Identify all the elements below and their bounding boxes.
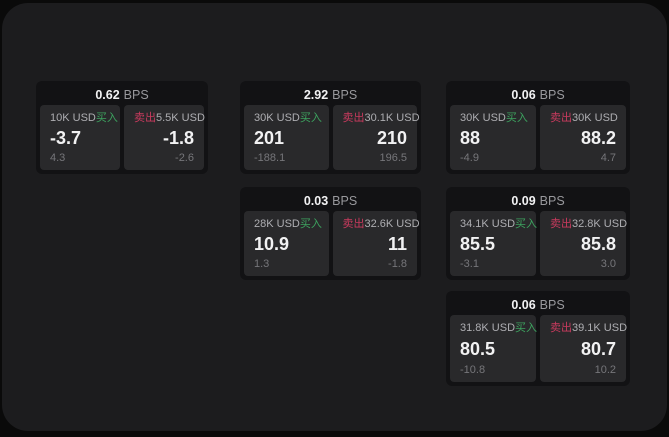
buy-sub-value: -188.1 [254,152,286,164]
quote-card: 0.06 BPS 31.8K USD 买入 80.5 -10.8 卖出 39.1… [446,291,630,386]
sell-price: 11 [387,233,407,254]
buy-amount: 28K USD [254,218,300,230]
quote-card: 0.62 BPS 10K USD 买入 -3.7 4.3 卖出 5.5K USD… [36,81,208,174]
quote-panels: 34.1K USD 买入 85.5 -3.1 卖出 32.8K USD 85.8… [450,211,628,276]
quote-card: 0.03 BPS 28K USD 买入 10.9 1.3 卖出 32.6K US… [240,187,421,280]
buy-sub-value: -10.8 [460,364,486,376]
sell-label: 卖出 [550,218,572,230]
buy-label: 买入 [515,322,538,334]
quote-panels: 10K USD 买入 -3.7 4.3 卖出 5.5K USD -1.8 -2.… [40,105,205,170]
buy-label: 买入 [515,218,538,230]
buy-tile[interactable]: 30K USD 买入 201 -188.1 [244,105,329,170]
buy-label: 买入 [299,112,322,124]
buy-label: 买入 [299,218,322,230]
sell-tile[interactable]: 卖出 30K USD 88.2 4.7 [540,105,626,170]
buy-amount: 30K USD [254,112,300,124]
bps-unit-label: BPS [539,298,565,312]
sell-amount: 5.5K USD [156,112,205,124]
sell-tile[interactable]: 卖出 32.8K USD 85.8 3.0 [540,211,628,276]
sell-amount: 30.1K USD [364,112,420,124]
sell-amount: 32.8K USD [572,218,628,230]
card-header: 2.92 BPS [244,85,417,105]
buy-amount: 31.8K USD [460,322,516,334]
buy-tile[interactable]: 28K USD 买入 10.9 1.3 [244,211,329,276]
bps-value: 2.92 [303,88,329,102]
buy-amount: 30K USD [460,112,506,124]
sell-label: 卖出 [342,112,365,124]
sell-tile[interactable]: 卖出 39.1K USD 80.7 10.2 [540,315,628,382]
bps-value: 0.62 [95,88,120,102]
quote-card: 0.09 BPS 34.1K USD 买入 85.5 -3.1 卖出 32.8K… [446,187,630,280]
sell-amount: 39.1K USD [572,322,628,334]
sell-tile[interactable]: 卖出 5.5K USD -1.8 -2.6 [124,105,205,170]
bps-unit-label: BPS [123,88,149,102]
buy-amount: 10K USD [50,112,96,124]
buy-sub-value: 4.3 [50,152,66,164]
buy-label: 买入 [95,112,118,124]
bps-value: 0.06 [511,298,536,312]
sell-tile[interactable]: 卖出 30.1K USD 210 196.5 [332,105,420,170]
sell-tile[interactable]: 卖出 32.6K USD 11 -1.8 [332,211,420,276]
buy-tile[interactable]: 10K USD 买入 -3.7 4.3 [40,105,120,170]
buy-price: 10.9 [254,233,290,254]
sell-price: 88.2 [580,127,616,148]
buy-tile[interactable]: 30K USD 买入 88 -4.9 [450,105,536,170]
bps-value: 0.03 [303,194,329,208]
sell-sub-value: 10.2 [594,364,616,376]
card-header: 0.06 BPS [450,85,626,105]
card-header: 0.06 BPS [450,295,626,315]
sell-label: 卖出 [550,112,572,124]
card-header: 0.03 BPS [244,191,417,211]
buy-sub-value: -4.9 [460,152,479,164]
sell-amount: 30K USD [572,112,618,124]
quote-card: 0.06 BPS 30K USD 买入 88 -4.9 卖出 30K USD 8… [446,81,630,174]
sell-sub-value: 196.5 [379,152,407,164]
buy-tile[interactable]: 31.8K USD 买入 80.5 -10.8 [450,315,538,382]
bps-value: 0.09 [511,194,536,208]
sell-price: 210 [376,127,407,148]
buy-price: 80.5 [460,338,496,359]
sell-price: 85.8 [580,233,616,254]
buy-sub-value: 1.3 [254,258,270,270]
sell-label: 卖出 [134,112,156,124]
quote-panels: 28K USD 买入 10.9 1.3 卖出 32.6K USD 11 -1.8 [244,211,420,276]
sell-price: -1.8 [162,127,194,148]
buy-tile[interactable]: 34.1K USD 买入 85.5 -3.1 [450,211,538,276]
buy-price: 201 [254,127,285,148]
bps-unit-label: BPS [539,194,565,208]
sell-sub-value: -1.8 [388,258,407,270]
card-header: 0.62 BPS [40,85,204,105]
buy-price: -3.7 [50,127,82,148]
buy-price: 85.5 [460,233,496,254]
sell-sub-value: -2.6 [175,152,194,164]
sell-amount: 32.6K USD [364,218,420,230]
buy-label: 买入 [505,112,528,124]
buy-amount: 34.1K USD [460,218,516,230]
sell-label: 卖出 [550,322,572,334]
bps-value: 0.06 [511,88,536,102]
bps-unit-label: BPS [332,88,358,102]
quote-card: 2.92 BPS 30K USD 买入 201 -188.1 卖出 30.1K … [240,81,421,174]
quote-panels: 31.8K USD 买入 80.5 -10.8 卖出 39.1K USD 80.… [450,315,628,382]
buy-price: 88 [460,127,481,148]
card-header: 0.09 BPS [450,191,626,211]
quote-panels: 30K USD 买入 201 -188.1 卖出 30.1K USD 210 1… [244,105,420,170]
buy-sub-value: -3.1 [460,258,479,270]
sell-price: 80.7 [580,338,616,359]
bps-unit-label: BPS [539,88,565,102]
bps-unit-label: BPS [332,194,358,208]
sell-label: 卖出 [342,218,365,230]
sell-sub-value: 4.7 [600,152,616,164]
sell-sub-value: 3.0 [600,258,616,270]
quote-panels: 30K USD 买入 88 -4.9 卖出 30K USD 88.2 4.7 [450,105,626,170]
